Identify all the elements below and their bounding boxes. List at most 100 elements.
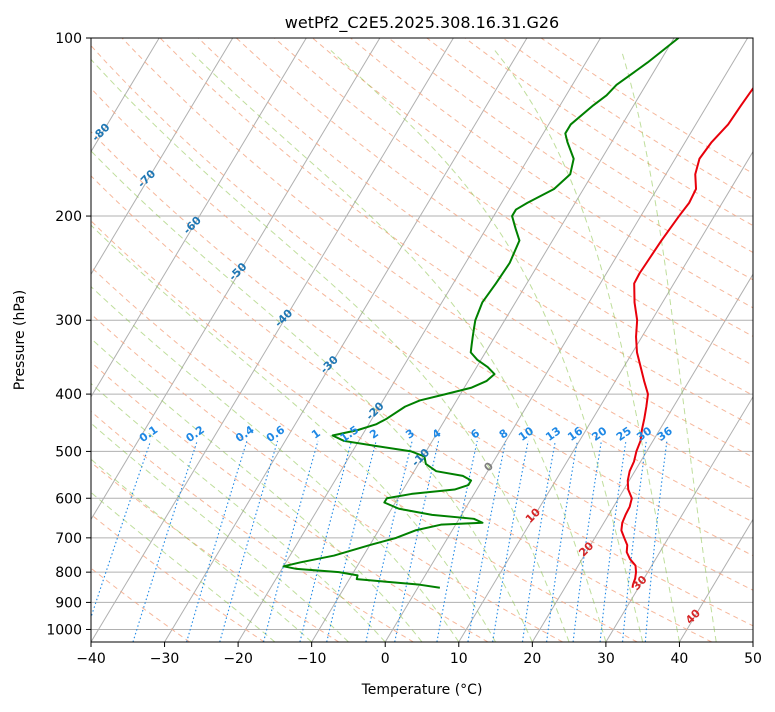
mixing-ratio-label: 0.4 [233, 423, 257, 445]
x-axis-label: Temperature (°C) [361, 682, 483, 698]
moist-adiabat-line [91, 458, 313, 642]
temperature-trace [620, 86, 753, 588]
mixing-ratio-label: 2 [367, 427, 381, 442]
chart-title: wetPf2_C2E5.2025.308.16.31.G26 [285, 13, 559, 33]
moist-adiabat-line [91, 382, 386, 642]
isotherm-line [605, 395, 753, 642]
mixing-ratio-line [186, 440, 248, 642]
mixing-ratio-label: 6 [468, 426, 482, 441]
mixing-ratio-line [262, 440, 319, 642]
mixing-ratio-label: 3 [403, 427, 417, 442]
dry-adiabat-line [91, 44, 753, 523]
mixing-ratio-line [394, 440, 440, 642]
isotherm-line [237, 38, 601, 642]
mixing-ratio-line [365, 440, 413, 642]
mixing-ratio-label: 10 [516, 424, 536, 444]
x-tick-label: 10 [450, 651, 468, 667]
dry-adiabat-line [91, 130, 753, 591]
y-tick-label: 400 [55, 387, 82, 403]
isotherm-line [164, 38, 528, 642]
isotherm-line [91, 38, 160, 153]
plot-frame [90, 37, 754, 643]
moist-adiabat-line [620, 50, 717, 642]
mixing-ratio-line [622, 440, 647, 642]
dry-adiabat-line [91, 361, 489, 642]
mixing-ratio-label: 13 [543, 424, 563, 443]
x-tick-label: 40 [671, 651, 689, 667]
dry-adiabat-line [91, 313, 563, 642]
mixing-ratio-line [326, 440, 377, 642]
isotherm-line [91, 38, 381, 521]
dry-adiabat-line [121, 38, 753, 490]
y-tick-label: 200 [55, 209, 82, 225]
mixing-ratio-line [467, 440, 507, 642]
dry-adiabat-line [274, 38, 753, 367]
moist-adiabat-line [189, 50, 607, 642]
sounding-traces [282, 38, 753, 589]
moist-adiabat-line [91, 224, 496, 642]
dry-adiabat-line [91, 175, 753, 627]
isotherm-line [311, 38, 675, 642]
dry-adiabat-line [91, 220, 713, 642]
moist-adiabat-line [91, 337, 423, 642]
y-tick-label: 100 [55, 31, 82, 47]
y-tick-label: 500 [55, 444, 82, 460]
isotherm-label: -80 [89, 121, 112, 144]
isotherm-line [752, 641, 753, 642]
isotherm-line [91, 38, 234, 276]
isotherm-line [458, 150, 753, 642]
dry-adiabat-line [426, 38, 753, 254]
mixing-ratio-label: 0.1 [137, 423, 160, 445]
mixing-ratio-label: 36 [655, 424, 675, 444]
mixing-ratio-label: 4 [430, 426, 444, 441]
moist-adiabat-line [91, 58, 570, 642]
y-axis-label: Pressure (hPa) [12, 290, 28, 390]
x-tick-label: −40 [76, 651, 106, 667]
isotherm-label: 30 [630, 573, 650, 593]
isotherm-label: -50 [226, 260, 249, 283]
dry-adiabat-line [91, 87, 753, 557]
mixing-ratio-line [546, 440, 578, 642]
mixing-ratio-label: 20 [589, 424, 609, 444]
x-tick-label: −30 [150, 651, 180, 667]
mixing-ratio-line [91, 440, 152, 619]
dry-adiabat-line [91, 266, 638, 642]
isotherm-line [0, 38, 12, 642]
x-tick-label: −20 [223, 651, 253, 667]
mixing-ratio-line [572, 440, 602, 642]
moist-adiabat-line [91, 285, 460, 642]
moist-adiabat-line [91, 491, 276, 642]
dry-adiabat-line [91, 513, 265, 642]
mixing-ratio-line [492, 440, 529, 642]
moist-adiabat-line [91, 150, 533, 642]
dry-adiabat-line [350, 38, 753, 309]
x-tick-label: 0 [381, 651, 390, 667]
isotherm-label: -40 [272, 306, 295, 329]
mixing-ratio-line [219, 440, 279, 642]
mixing-ratio-line [521, 440, 556, 642]
dewpoint-trace [282, 38, 680, 589]
isotherm-label: -60 [181, 213, 204, 236]
dry-adiabat-line [235, 38, 753, 396]
moist-adiabat-line [330, 50, 644, 642]
x-tick-label: 50 [744, 651, 762, 667]
axes: −40 −30 −20 −10 0 10 20 30 40 5010020030040050060… [46, 31, 762, 667]
isotherm-line [91, 38, 454, 642]
mixing-ratio-label: 1 [309, 427, 323, 442]
mixing-ratio-label: 16 [565, 424, 585, 444]
isotherm-line [679, 518, 753, 642]
mixing-ratio-line [436, 440, 478, 642]
x-tick-label: 20 [523, 651, 541, 667]
mixing-ratio-line [644, 440, 668, 642]
dry-adiabat-line [197, 38, 753, 427]
y-tick-label: 600 [55, 491, 82, 507]
y-tick-label: 700 [55, 531, 82, 547]
y-tick-label: 300 [55, 313, 82, 329]
isotherm-label: 10 [523, 505, 543, 525]
moist-adiabat-line [91, 422, 349, 642]
y-tick-label: 900 [55, 595, 82, 611]
mixing-ratio-label: 25 [614, 424, 634, 443]
moist-adiabat-line [494, 50, 680, 642]
isotherm-label: 40 [683, 606, 703, 626]
